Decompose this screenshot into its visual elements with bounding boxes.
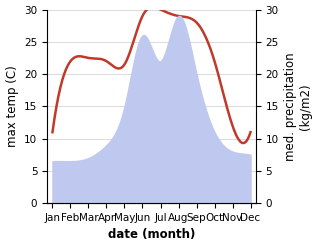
Y-axis label: med. precipitation
(kg/m2): med. precipitation (kg/m2) bbox=[284, 52, 313, 161]
Y-axis label: max temp (C): max temp (C) bbox=[5, 65, 18, 147]
X-axis label: date (month): date (month) bbox=[108, 228, 195, 242]
